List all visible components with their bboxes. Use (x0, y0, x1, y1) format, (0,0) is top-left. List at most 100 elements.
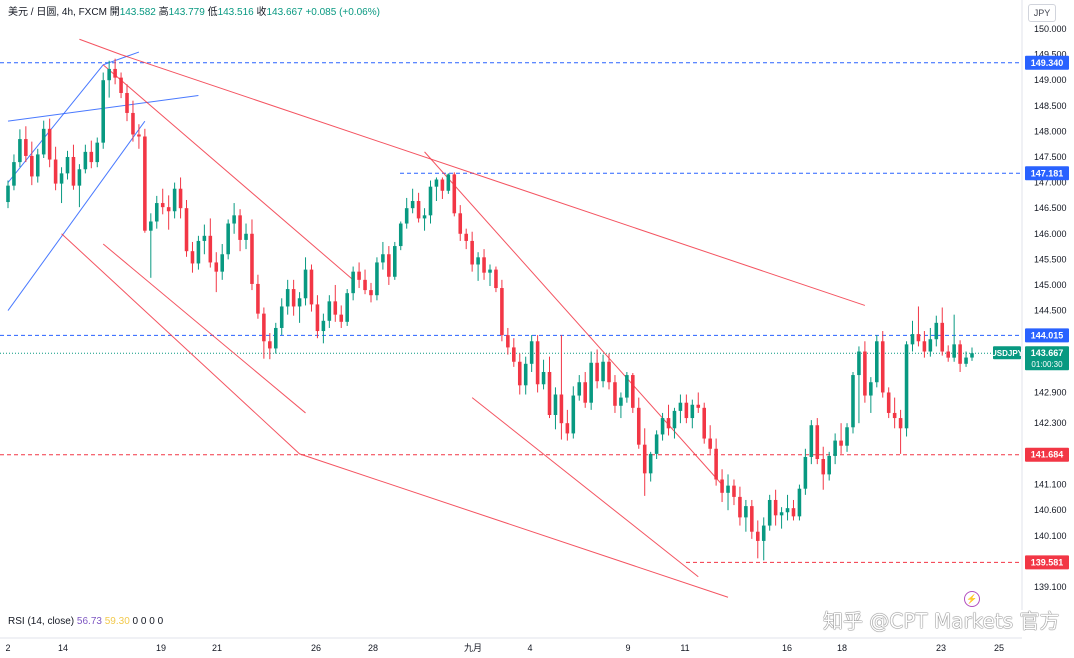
y-tick-label: 139.100 (1034, 582, 1067, 592)
candle-body (452, 174, 457, 214)
candle-body (101, 80, 105, 143)
y-tick-label: 147.500 (1034, 152, 1067, 162)
candle-body (24, 139, 28, 156)
candle-body (35, 154, 40, 177)
candle-body (755, 531, 760, 541)
price-level-label: 144.015 (1031, 330, 1064, 340)
candle-body (143, 136, 147, 231)
candle-body (315, 304, 320, 332)
candle-body (857, 351, 861, 376)
candle-body (41, 128, 46, 155)
candle-body (494, 269, 498, 289)
lightning-icon[interactable]: ⚡ (964, 591, 980, 607)
candle-body (89, 151, 94, 163)
price-level-tag (1025, 166, 1069, 181)
candle-body (940, 322, 945, 352)
x-tick-label: 23 (936, 643, 946, 653)
candle-body (648, 453, 653, 474)
candle-body (631, 375, 635, 408)
candle-body (601, 361, 605, 382)
candle-body (803, 456, 808, 489)
candle-body (595, 362, 599, 382)
candle-body (47, 128, 52, 160)
y-tick-label: 145.000 (1034, 280, 1067, 290)
candle-body (345, 293, 349, 322)
candle-body (898, 418, 903, 429)
candle-body (196, 240, 201, 264)
candle-body (660, 418, 665, 435)
candle-body (589, 362, 593, 403)
candle-body (654, 434, 659, 454)
chart-legend: 美元 / 日圆, 4h, FXCM 開143.582 高143.779 低143… (8, 3, 380, 18)
candle-body (577, 382, 582, 396)
candle-body (565, 423, 570, 434)
candle-body (506, 335, 510, 348)
candle-body (517, 361, 522, 386)
candle-body (160, 203, 165, 208)
legend-low-label: 低 (207, 7, 218, 18)
candle-body (351, 271, 355, 294)
candle-body (53, 159, 58, 184)
candle-body (964, 357, 968, 364)
candle-body (767, 499, 772, 526)
x-tick-label: 19 (156, 643, 166, 653)
candle-body (440, 179, 445, 191)
y-tick-label: 142.900 (1034, 387, 1067, 397)
watermark: 知乎 @CPT Markets 官方 (823, 609, 1060, 633)
candle-body (512, 347, 516, 362)
price-level-tag (1025, 447, 1069, 462)
candle-body (327, 301, 332, 321)
candle-body (666, 418, 671, 429)
candle-body (833, 440, 837, 456)
candle-body (958, 344, 962, 364)
y-tick-label: 148.500 (1034, 101, 1067, 111)
trend-line (471, 397, 699, 578)
candle-body (393, 246, 397, 277)
candle-body (922, 341, 927, 352)
candle-body (851, 375, 855, 428)
candle-body (113, 68, 117, 78)
candle-body (761, 525, 766, 541)
rsi-label: RSI (14, close) (8, 616, 75, 627)
candle-body (970, 353, 974, 358)
candle-body (636, 407, 641, 445)
candle-body (779, 512, 784, 516)
candle-body (410, 201, 415, 209)
candle-body (291, 289, 296, 307)
x-tick-label: 4 (527, 643, 532, 653)
candle-body (809, 425, 814, 457)
candle-body (523, 363, 528, 386)
x-tick-label: 11 (680, 643, 689, 653)
price-level-tag (1025, 555, 1069, 570)
legend-close: 143.667 (266, 7, 303, 18)
candle-body (791, 508, 796, 517)
legend-low: 143.516 (217, 7, 254, 18)
candle-body (904, 344, 909, 429)
candle-body (541, 371, 546, 385)
candle-body (726, 485, 730, 493)
candle-body (720, 479, 724, 493)
candle-body (696, 404, 701, 408)
candle-body (416, 201, 421, 219)
y-tick-label: 141.100 (1034, 480, 1067, 490)
currency-button[interactable]: JPY (1028, 4, 1056, 22)
candle-body (12, 162, 16, 186)
candle-body (869, 382, 873, 396)
rsi-legend: RSI (14, close) 56.73 59.30 0 0 0 0 (8, 616, 163, 627)
candle-body (220, 254, 225, 272)
y-tick-label: 145.500 (1034, 254, 1067, 264)
candle-body (880, 341, 885, 393)
candle-body (6, 185, 10, 203)
candle-body (934, 322, 939, 340)
candle-body (708, 438, 712, 449)
x-tick-label: 26 (311, 643, 321, 653)
candle-body (672, 410, 677, 429)
trend-line (102, 243, 306, 414)
candle-body (333, 301, 338, 315)
candle-body (208, 235, 213, 263)
candle-body (827, 455, 831, 475)
candle-body (285, 289, 290, 307)
candle-body (821, 459, 826, 475)
trend-line (102, 64, 354, 281)
